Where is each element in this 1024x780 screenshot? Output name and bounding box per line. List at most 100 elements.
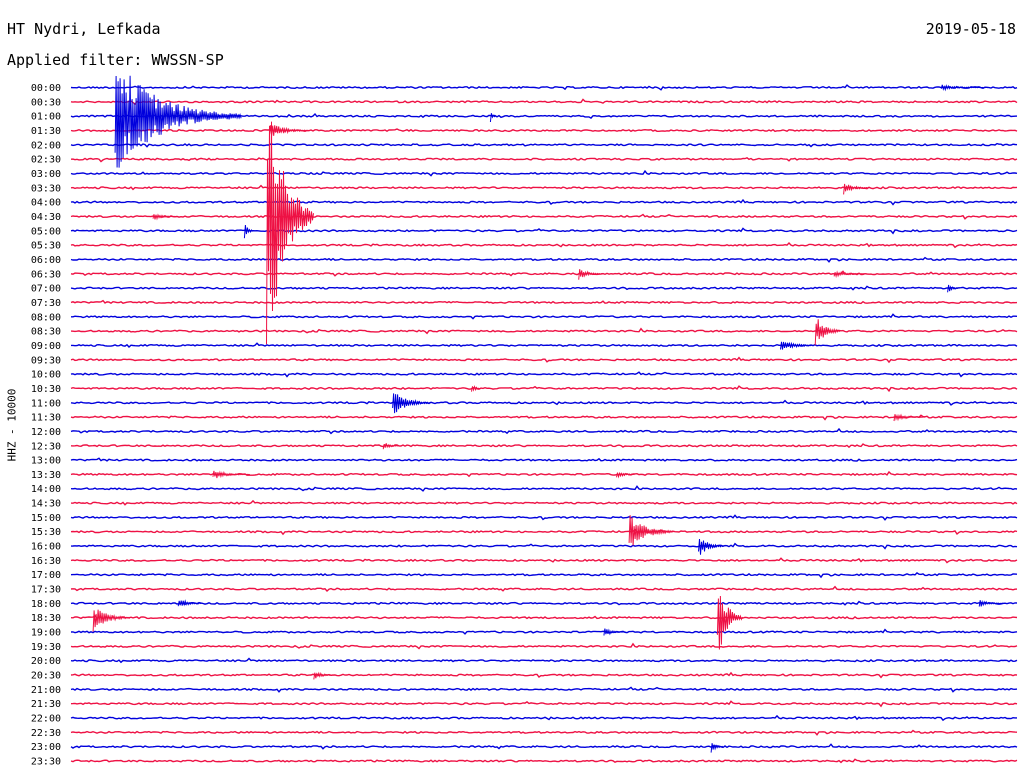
event-burst	[710, 743, 724, 753]
time-tick-label: 15:30	[31, 527, 61, 538]
trace-line	[70, 614, 1018, 620]
event-burst	[243, 225, 254, 239]
time-tick-label: 00:30	[31, 97, 61, 108]
time-tick-label: 08:00	[31, 312, 61, 323]
time-tick-label: 03:30	[31, 183, 61, 194]
trace-line	[70, 285, 1018, 291]
event-burst	[471, 385, 481, 392]
trace-line	[70, 299, 1018, 305]
time-tick-label: 06:30	[31, 269, 61, 280]
time-tick-label: 16:00	[31, 542, 61, 553]
time-tick-label: 19:30	[31, 642, 61, 653]
trace-line	[70, 572, 1018, 579]
event-burst	[578, 269, 604, 280]
event-burst	[603, 628, 627, 636]
time-tick-label: 14:30	[31, 499, 61, 510]
time-tick-label: 09:30	[31, 355, 61, 366]
event-burst	[152, 213, 179, 221]
trace-line	[70, 671, 1018, 679]
trace-line	[70, 542, 1018, 550]
time-tick-label: 05:30	[31, 241, 61, 252]
time-tick-label: 02:00	[31, 140, 61, 151]
event-burst	[382, 443, 399, 450]
time-tick-label: 16:30	[31, 556, 61, 567]
trace-line	[70, 585, 1018, 592]
event-burst	[698, 538, 724, 555]
trace-line	[70, 600, 1018, 606]
event-burst	[833, 270, 866, 279]
trace-line	[70, 743, 1018, 750]
filter-label: Applied filter: WWSSN-SP	[7, 51, 224, 69]
time-tick-label: 20:00	[31, 656, 61, 667]
event-burst	[716, 595, 743, 650]
trace-line	[70, 84, 1018, 91]
trace-line	[70, 528, 1018, 536]
time-tick-label: 17:00	[31, 570, 61, 581]
event-burst	[266, 121, 314, 345]
trace-line	[70, 256, 1018, 263]
trace-line	[70, 700, 1018, 708]
trace-line	[70, 198, 1018, 206]
trace-line	[70, 714, 1017, 722]
time-tick-label: 11:30	[31, 413, 61, 424]
time-tick-label: 22:30	[31, 728, 61, 739]
event-burst	[392, 393, 430, 414]
event-burst	[978, 599, 1005, 607]
time-tick-label: 12:00	[31, 427, 61, 438]
time-tick-label: 18:30	[31, 613, 61, 624]
trace-line	[70, 169, 1018, 177]
trace-line	[70, 184, 1018, 191]
trace-line	[70, 443, 1018, 449]
date-label: 2019-05-18	[925, 20, 1016, 38]
time-tick-label: 00:00	[31, 83, 61, 94]
station-title: HT Nydri, Lefkada	[7, 20, 161, 38]
time-tick-label: 09:00	[31, 341, 61, 352]
trace-line	[70, 98, 1018, 105]
event-burst	[947, 284, 960, 293]
trace-line	[70, 514, 1018, 521]
event-bursts	[92, 75, 1005, 753]
time-tick-label: 10:00	[31, 370, 61, 381]
trace-line	[70, 485, 1018, 492]
event-burst	[313, 671, 336, 680]
trace-line	[70, 686, 1018, 693]
trace-line	[70, 128, 1018, 133]
time-tick-label: 13:30	[31, 470, 61, 481]
time-tick-label: 01:00	[31, 112, 61, 123]
time-tick-label: 19:00	[31, 628, 61, 639]
trace-line	[70, 157, 1018, 163]
event-burst	[893, 413, 926, 422]
time-tick-label: 01:30	[31, 126, 61, 137]
trace-line	[70, 356, 1018, 364]
time-tick-label: 08:30	[31, 327, 61, 338]
time-tick-label: 23:30	[31, 757, 61, 768]
trace-line	[70, 227, 1018, 235]
trace-line	[70, 414, 1018, 421]
time-tick-label: 17:30	[31, 585, 61, 596]
trace-line	[70, 457, 1018, 462]
time-tick-label: 14:00	[31, 484, 61, 495]
event-burst	[814, 319, 841, 346]
trace-line	[70, 327, 1018, 335]
event-burst	[269, 125, 307, 136]
trace-line	[70, 142, 1018, 148]
trace-lines	[70, 84, 1018, 764]
trace-line	[70, 628, 1018, 635]
time-tick-label: 03:00	[31, 169, 61, 180]
time-tick-label: 11:00	[31, 398, 61, 409]
time-tick-labels: 00:00 00:30 01:00 01:30 02:00 02:30 03:00 03:30…	[31, 83, 61, 768]
time-tick-label: 04:30	[31, 212, 61, 223]
trace-line	[70, 241, 1018, 249]
event-burst	[843, 183, 869, 195]
trace-line	[70, 213, 1018, 221]
trace-line	[70, 729, 1018, 736]
trace-line	[70, 270, 1018, 277]
event-burst	[780, 341, 812, 350]
trace-line	[71, 342, 1018, 348]
trace-line	[71, 313, 1018, 320]
time-tick-label: 23:00	[31, 742, 61, 753]
event-burst	[212, 470, 251, 479]
time-tick-label: 04:00	[31, 198, 61, 209]
event-burst	[628, 515, 674, 546]
